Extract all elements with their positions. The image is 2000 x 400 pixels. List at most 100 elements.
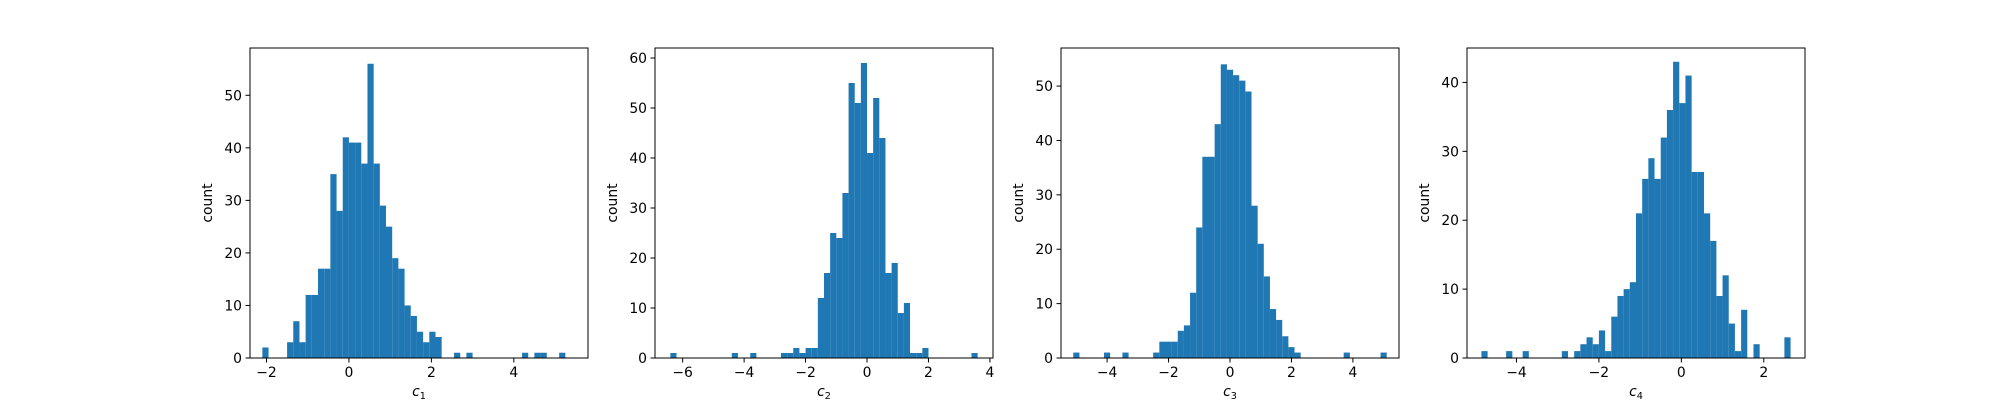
- histogram-bar: [670, 353, 676, 358]
- histogram-bar: [1288, 347, 1294, 358]
- histogram-bar: [398, 269, 404, 358]
- histogram-bar: [1481, 351, 1487, 358]
- histogram-bar: [812, 348, 818, 358]
- histogram-bar: [1215, 124, 1221, 358]
- x-tick-label: −2: [795, 365, 815, 381]
- y-tick-label: 20: [1441, 213, 1459, 229]
- histogram-bar: [312, 295, 318, 358]
- histogram-bar: [1239, 81, 1245, 358]
- histogram-bar: [910, 353, 916, 358]
- histogram-bar: [1122, 353, 1128, 358]
- histogram-bar: [1729, 324, 1735, 358]
- histogram-bar: [1593, 344, 1599, 358]
- histogram-bar: [750, 353, 756, 358]
- histogram-bar: [1784, 337, 1790, 358]
- y-tick-label: 10: [1441, 282, 1459, 298]
- histogram-bar: [324, 269, 330, 358]
- histogram-bar: [1202, 157, 1208, 358]
- histogram-bar: [1741, 310, 1747, 358]
- y-tick-label: 20: [224, 246, 242, 262]
- x-tick-label: 2: [1759, 365, 1768, 381]
- histogram-bar: [1381, 353, 1387, 358]
- histogram-bar: [306, 295, 312, 358]
- histogram-bar: [879, 138, 885, 358]
- histogram-bar: [1172, 342, 1178, 358]
- y-tick-label: 20: [1035, 242, 1053, 258]
- histogram-bar: [1723, 275, 1729, 358]
- x-tick-label: −4: [1506, 365, 1527, 381]
- histogram-bar: [849, 83, 855, 358]
- histogram-bar: [1184, 325, 1190, 358]
- histogram-bar: [885, 273, 891, 358]
- x-tick-label: −4: [1097, 365, 1118, 381]
- y-axis-label: count: [1011, 183, 1027, 223]
- y-tick-label: 40: [629, 151, 647, 167]
- histogram-bar: [374, 164, 380, 358]
- histogram-bar: [799, 353, 805, 358]
- histogram-bar: [1270, 309, 1276, 358]
- x-tick-label: 2: [924, 365, 933, 381]
- histogram-bar: [824, 273, 830, 358]
- histogram-bar: [1704, 213, 1710, 358]
- x-axis-label-subscript: 3: [1231, 391, 1237, 400]
- histogram-bar: [1636, 213, 1642, 358]
- histogram-bar: [1073, 353, 1079, 358]
- histogram-bar: [466, 353, 472, 358]
- histogram-bar: [522, 353, 528, 358]
- histogram-bar: [818, 298, 824, 358]
- histogram-bar: [904, 303, 910, 358]
- histogram-bar: [299, 342, 305, 358]
- histogram-bar: [1221, 64, 1227, 358]
- histogram-bar: [1227, 70, 1233, 358]
- histogram-bar: [318, 269, 324, 358]
- histogram-bar: [411, 316, 417, 358]
- histogram-bar: [1233, 75, 1239, 358]
- y-tick-label: 10: [629, 301, 647, 317]
- histogram-bar: [830, 233, 836, 358]
- histogram-bar: [1506, 351, 1512, 358]
- histogram-bar: [1735, 351, 1741, 358]
- histogram-bar: [1605, 351, 1611, 358]
- histogram-bar: [417, 332, 423, 358]
- y-tick-label: 0: [638, 351, 647, 367]
- histogram-bar: [1624, 289, 1630, 358]
- histogram-bar: [916, 353, 922, 358]
- histogram-bar: [861, 63, 867, 358]
- histogram-bar: [1710, 241, 1716, 358]
- histogram-bar: [1580, 344, 1586, 358]
- y-tick-label: 50: [224, 88, 242, 104]
- histogram-bar: [343, 137, 349, 358]
- histogram-bar: [1159, 342, 1165, 358]
- histogram-bar: [1716, 296, 1722, 358]
- histogram-bar: [380, 206, 386, 358]
- histogram-bar: [1165, 342, 1171, 358]
- histogram-bar: [349, 143, 355, 358]
- histogram-bar: [1344, 353, 1350, 358]
- histogram-bar: [1295, 353, 1301, 358]
- histogram-bar: [1104, 353, 1110, 358]
- x-axis-label-subscript: 1: [420, 391, 426, 400]
- x-tick-label: 4: [1348, 365, 1357, 381]
- histogram-bar: [541, 353, 547, 358]
- x-tick-label: −2: [1158, 365, 1178, 381]
- x-axis-label-subscript: 4: [1637, 391, 1643, 400]
- histogram-bar: [361, 164, 367, 358]
- histogram-bar: [392, 258, 398, 358]
- y-axis-label: count: [605, 183, 621, 223]
- histogram-bar: [873, 98, 879, 358]
- histogram-bar: [1153, 353, 1159, 358]
- histogram-bar: [262, 347, 268, 358]
- histogram-bar: [1599, 330, 1605, 358]
- histogram-bar: [1587, 337, 1593, 358]
- histogram-bar: [1648, 158, 1654, 358]
- histogram-bar: [1264, 276, 1270, 358]
- histogram-bar: [1655, 179, 1661, 358]
- histogram-bar: [898, 313, 904, 358]
- histogram-bar: [534, 353, 540, 358]
- y-tick-label: 40: [224, 141, 242, 157]
- x-tick-label: 4: [509, 365, 518, 381]
- histogram-bar: [559, 353, 565, 358]
- histogram-bar: [1611, 317, 1617, 358]
- y-tick-label: 50: [629, 101, 647, 117]
- y-tick-label: 30: [1035, 188, 1053, 204]
